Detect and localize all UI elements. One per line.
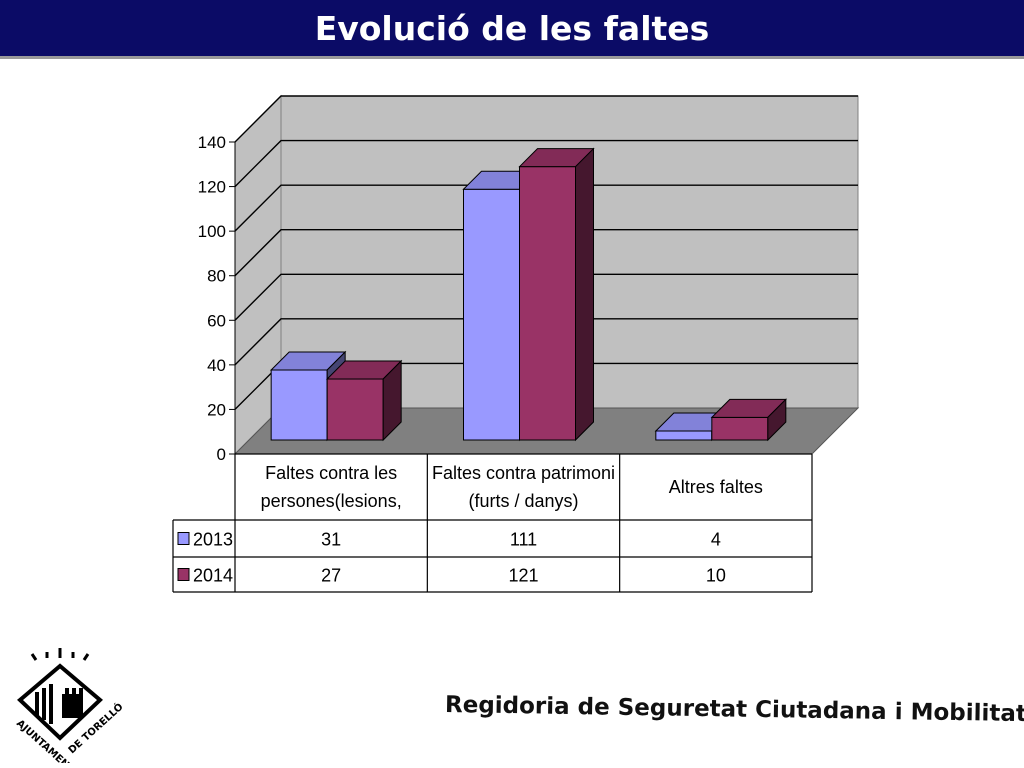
bar [518, 147, 595, 442]
bar-side [382, 359, 402, 442]
bar-front [463, 188, 520, 441]
chart-bars [269, 147, 788, 442]
data-value: 27 [321, 566, 341, 586]
legend-swatch [177, 532, 190, 545]
data-table: Faltes contra les persones(lesions, Faltes… [172, 453, 813, 593]
legend-swatch [177, 568, 190, 581]
bar-side [575, 147, 594, 442]
y-tick-label: 120 [198, 178, 226, 197]
category-label: Faltes contra patrimoni [432, 463, 615, 483]
y-axis: 0 20 40 60 80 100 120 140 [198, 133, 236, 464]
data-value: 111 [510, 530, 537, 550]
gridline [234, 229, 858, 277]
bar [325, 359, 403, 442]
gridline [234, 318, 858, 366]
bar-front [326, 378, 384, 441]
data-value: 4 [711, 530, 721, 550]
data-value: 121 [508, 566, 538, 586]
y-tick-label: 140 [198, 133, 226, 152]
data-value: 10 [706, 566, 726, 586]
crown-marks-icon [30, 648, 90, 661]
y-tick-label: 0 [217, 445, 226, 464]
category-label: Faltes contra les [265, 463, 397, 483]
gridline [234, 184, 858, 232]
bar-front [270, 369, 328, 441]
bar-front [655, 430, 713, 441]
chart: 0 20 40 60 80 100 120 140 Faltes contra les pers… [172, 94, 860, 593]
castle-tower-icon [17, 663, 103, 741]
bar-front [711, 416, 769, 441]
town-council-logo: AJUNTAMENT DE TORELLÓ [14, 648, 122, 763]
y-tick-label: 80 [207, 267, 226, 286]
footer-department-name: Regidoria de Seguretat Ciutadana i Mobil… [444, 692, 1024, 728]
category-label: persones(lesions, [261, 491, 402, 511]
title-bar: Evolució de les faltes [0, 0, 1024, 59]
category-label: (furts / danys) [468, 491, 578, 511]
legend-label: 2013 [193, 530, 233, 550]
y-tick-label: 40 [207, 356, 226, 375]
legend-label: 2014 [193, 566, 233, 586]
bar-front [519, 166, 576, 441]
bar-side [767, 398, 787, 442]
data-value: 31 [321, 530, 341, 550]
gridline [234, 139, 858, 188]
page-title: Evolució de les faltes [314, 8, 710, 48]
y-tick-label: 20 [207, 400, 226, 419]
gridline [234, 95, 858, 143]
category-label: Altres faltes [669, 477, 763, 497]
y-tick-label: 100 [198, 222, 226, 241]
gridline [234, 273, 858, 321]
bar [710, 398, 788, 442]
y-tick-label: 60 [207, 311, 226, 330]
